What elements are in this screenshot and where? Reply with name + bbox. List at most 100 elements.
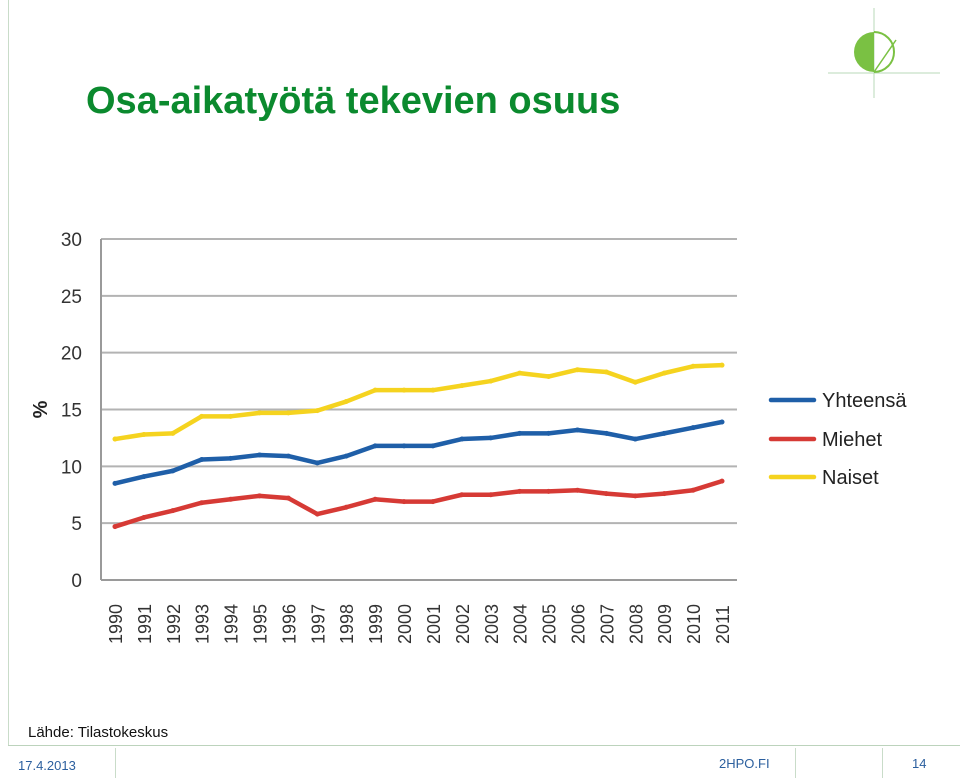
series-line-yhteensä (112, 419, 725, 486)
slide-title: Osa-aikatyötä tekevien osuus (86, 80, 621, 122)
data-point-miehet (285, 495, 291, 501)
data-point-miehet (314, 511, 320, 517)
data-point-naiset (228, 413, 234, 419)
data-point-yhteensä (372, 443, 378, 449)
x-tick-label: 2005 (540, 604, 560, 644)
data-point-yhteensä (574, 427, 580, 433)
x-tick-label: 1993 (193, 604, 213, 644)
y-tick-label: 10 (61, 457, 82, 478)
x-tick-label: 2002 (453, 604, 473, 644)
data-point-miehet (517, 488, 523, 494)
data-point-miehet (112, 524, 118, 530)
x-tick-label: 2007 (597, 604, 617, 644)
legend-label-naiset: Naiset (822, 467, 879, 489)
data-point-naiset (603, 369, 609, 375)
data-point-yhteensä (285, 453, 291, 459)
footer-separator (115, 748, 116, 778)
data-point-miehet (546, 488, 552, 494)
data-point-yhteensä (314, 460, 320, 466)
footer-separator (882, 748, 883, 778)
x-tick-label: 2004 (511, 604, 531, 644)
footer-separator (795, 748, 796, 778)
series-line-naiset (112, 362, 725, 442)
logo-icon (828, 8, 940, 98)
x-tick-label: 1999 (366, 604, 386, 644)
data-point-miehet (401, 499, 407, 505)
data-point-yhteensä (430, 443, 436, 449)
data-point-naiset (719, 362, 725, 368)
data-point-miehet (372, 496, 378, 502)
data-point-miehet (603, 491, 609, 497)
data-point-yhteensä (112, 480, 118, 486)
y-tick-label: 15 (61, 401, 82, 422)
data-point-yhteensä (546, 430, 552, 436)
data-point-miehet (430, 499, 436, 505)
y-tick-label: 25 (61, 287, 82, 308)
x-tick-label: 1998 (337, 604, 357, 644)
data-point-naiset (459, 383, 465, 389)
data-point-yhteensä (257, 452, 263, 458)
y-tick-label: 5 (71, 514, 82, 535)
data-point-naiset (257, 410, 263, 416)
data-point-miehet (459, 492, 465, 498)
footer-date: 17.4.2013 (18, 758, 76, 773)
y-tick-label: 20 (61, 344, 82, 365)
data-point-yhteensä (517, 430, 523, 436)
y-tick-label: 30 (61, 230, 82, 251)
source-note: Lähde: Tilastokeskus (28, 724, 169, 741)
data-point-miehet (170, 508, 176, 514)
data-point-naiset (199, 413, 205, 419)
x-tick-label: 1991 (135, 604, 155, 644)
data-point-naiset (430, 387, 436, 393)
data-point-miehet (228, 496, 234, 502)
data-point-naiset (141, 432, 147, 438)
x-tick-label: 1992 (164, 604, 184, 644)
data-point-yhteensä (719, 419, 725, 425)
series-line-miehet (112, 478, 725, 529)
x-tick-label: 2008 (626, 604, 646, 644)
data-point-miehet (257, 493, 263, 499)
x-tick-label: 1997 (308, 604, 328, 644)
data-point-miehet (141, 514, 147, 520)
data-point-naiset (401, 387, 407, 393)
data-point-naiset (372, 387, 378, 393)
x-tick-label: 2011 (713, 605, 733, 644)
data-point-miehet (661, 491, 667, 497)
footer-site-link[interactable]: 2HPO.FI (719, 756, 770, 771)
data-point-miehet (574, 487, 580, 493)
data-point-naiset (661, 370, 667, 376)
x-tick-label: 2010 (684, 604, 704, 644)
data-point-yhteensä (228, 455, 234, 461)
left-border-line (8, 0, 9, 745)
x-tick-label: 2001 (424, 604, 444, 644)
x-tick-label: 2000 (395, 604, 415, 644)
data-point-naiset (574, 367, 580, 373)
data-point-yhteensä (603, 430, 609, 436)
y-tick-label: 0 (71, 571, 82, 592)
data-point-miehet (719, 478, 725, 484)
data-point-naiset (517, 370, 523, 376)
data-point-yhteensä (690, 425, 696, 431)
data-point-yhteensä (170, 468, 176, 474)
data-point-yhteensä (488, 435, 494, 441)
data-point-naiset (343, 399, 349, 405)
footer-page-number: 14 (912, 756, 927, 771)
x-tick-label: 1996 (279, 604, 299, 644)
data-point-naiset (112, 436, 118, 442)
line-chart: 0 5 10 15 20 25 30% 1990 1991 1992 1993 1994 1995 199… (30, 230, 907, 644)
y-axis-label: % (30, 400, 52, 418)
data-point-naiset (632, 379, 638, 385)
legend-label-miehet: Miehet (822, 429, 882, 451)
x-tick-label: 2006 (568, 604, 588, 644)
data-point-naiset (314, 408, 320, 414)
data-point-naiset (488, 378, 494, 384)
data-point-yhteensä (199, 457, 205, 463)
x-tick-label: 1990 (106, 604, 126, 644)
data-point-miehet (488, 492, 494, 498)
data-point-yhteensä (459, 436, 465, 442)
x-tick-label: 2003 (482, 604, 502, 644)
data-point-miehet (199, 500, 205, 506)
data-point-yhteensä (343, 453, 349, 459)
x-tick-label: 2009 (655, 604, 675, 644)
data-point-naiset (690, 363, 696, 369)
